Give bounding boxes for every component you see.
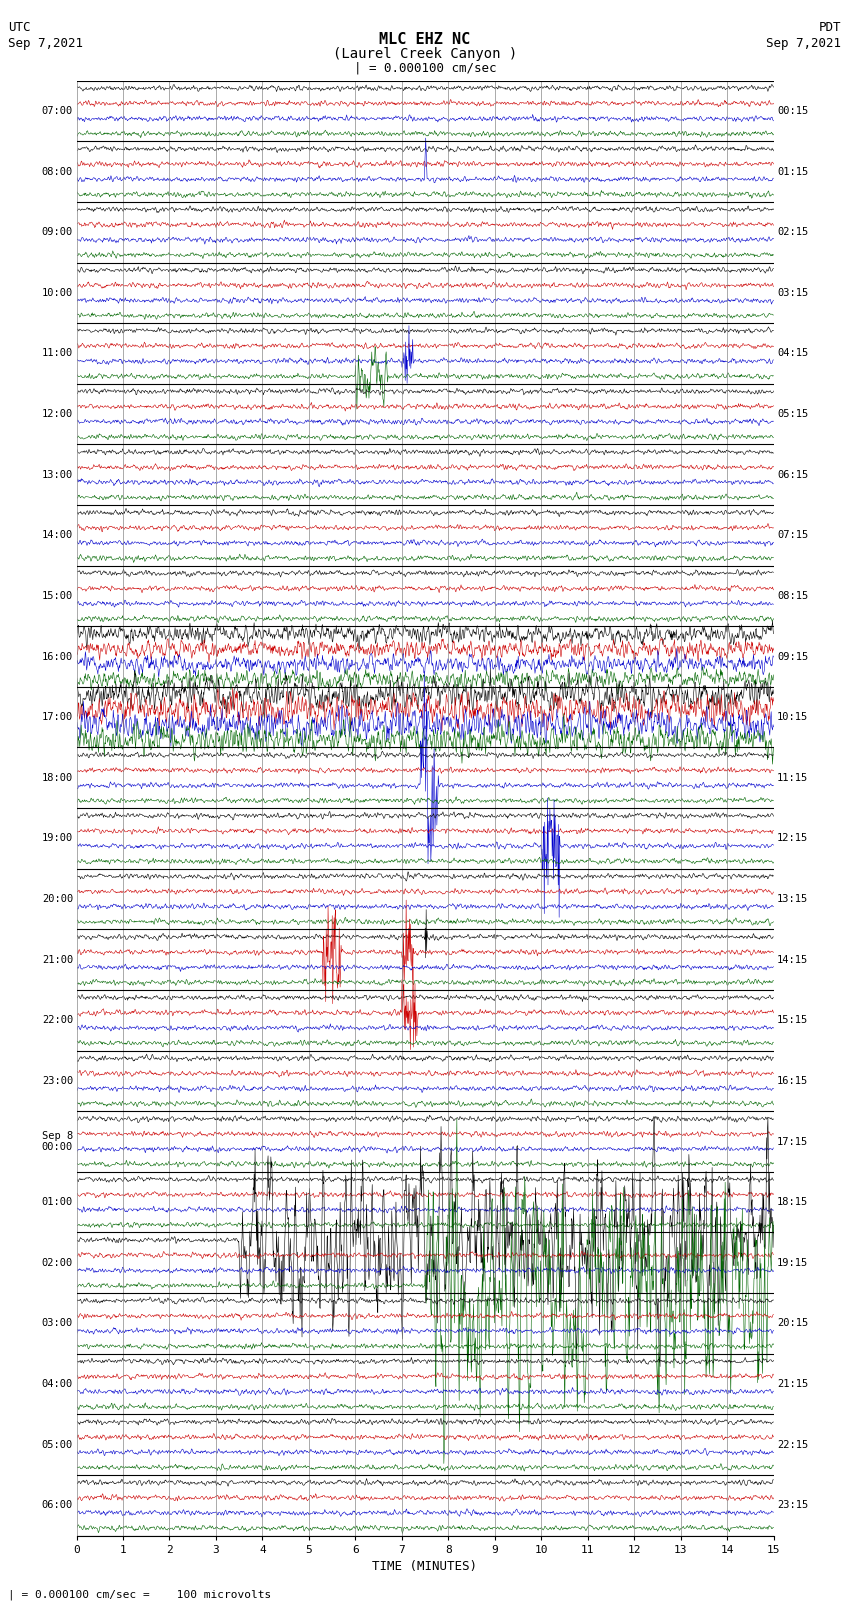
Text: 10:15: 10:15 xyxy=(777,713,808,723)
Text: 07:15: 07:15 xyxy=(777,531,808,540)
Text: 11:15: 11:15 xyxy=(777,773,808,782)
Text: 05:00: 05:00 xyxy=(42,1440,73,1450)
Text: | = 0.000100 cm/sec =    100 microvolts: | = 0.000100 cm/sec = 100 microvolts xyxy=(8,1589,272,1600)
X-axis label: TIME (MINUTES): TIME (MINUTES) xyxy=(372,1560,478,1573)
Text: 13:15: 13:15 xyxy=(777,894,808,903)
Text: 18:00: 18:00 xyxy=(42,773,73,782)
Text: 09:00: 09:00 xyxy=(42,227,73,237)
Text: 06:15: 06:15 xyxy=(777,469,808,479)
Text: UTC: UTC xyxy=(8,21,31,34)
Text: 17:00: 17:00 xyxy=(42,713,73,723)
Text: 17:15: 17:15 xyxy=(777,1137,808,1147)
Text: 02:15: 02:15 xyxy=(777,227,808,237)
Text: 21:00: 21:00 xyxy=(42,955,73,965)
Text: 13:00: 13:00 xyxy=(42,469,73,479)
Text: 20:00: 20:00 xyxy=(42,894,73,903)
Text: 04:15: 04:15 xyxy=(777,348,808,358)
Text: 22:15: 22:15 xyxy=(777,1440,808,1450)
Text: 16:00: 16:00 xyxy=(42,652,73,661)
Text: 20:15: 20:15 xyxy=(777,1318,808,1329)
Text: PDT: PDT xyxy=(819,21,842,34)
Text: 18:15: 18:15 xyxy=(777,1197,808,1207)
Text: 08:00: 08:00 xyxy=(42,166,73,176)
Text: 01:15: 01:15 xyxy=(777,166,808,176)
Text: 00:15: 00:15 xyxy=(777,106,808,116)
Text: 02:00: 02:00 xyxy=(42,1258,73,1268)
Text: 04:00: 04:00 xyxy=(42,1379,73,1389)
Text: 14:00: 14:00 xyxy=(42,531,73,540)
Text: 15:00: 15:00 xyxy=(42,590,73,602)
Text: 01:00: 01:00 xyxy=(42,1197,73,1207)
Text: 14:15: 14:15 xyxy=(777,955,808,965)
Text: 12:15: 12:15 xyxy=(777,834,808,844)
Text: MLC EHZ NC: MLC EHZ NC xyxy=(379,32,471,47)
Text: Sep 8
00:00: Sep 8 00:00 xyxy=(42,1131,73,1152)
Text: Sep 7,2021: Sep 7,2021 xyxy=(767,37,842,50)
Text: 19:15: 19:15 xyxy=(777,1258,808,1268)
Text: 19:00: 19:00 xyxy=(42,834,73,844)
Text: 03:15: 03:15 xyxy=(777,287,808,298)
Text: 07:00: 07:00 xyxy=(42,106,73,116)
Text: 10:00: 10:00 xyxy=(42,287,73,298)
Text: 05:15: 05:15 xyxy=(777,410,808,419)
Text: 23:15: 23:15 xyxy=(777,1500,808,1510)
Text: 22:00: 22:00 xyxy=(42,1015,73,1026)
Text: 09:15: 09:15 xyxy=(777,652,808,661)
Text: (Laurel Creek Canyon ): (Laurel Creek Canyon ) xyxy=(333,47,517,61)
Text: 23:00: 23:00 xyxy=(42,1076,73,1086)
Text: 03:00: 03:00 xyxy=(42,1318,73,1329)
Text: 08:15: 08:15 xyxy=(777,590,808,602)
Text: 11:00: 11:00 xyxy=(42,348,73,358)
Text: Sep 7,2021: Sep 7,2021 xyxy=(8,37,83,50)
Text: 16:15: 16:15 xyxy=(777,1076,808,1086)
Text: 15:15: 15:15 xyxy=(777,1015,808,1026)
Text: 06:00: 06:00 xyxy=(42,1500,73,1510)
Text: 21:15: 21:15 xyxy=(777,1379,808,1389)
Text: | = 0.000100 cm/sec: | = 0.000100 cm/sec xyxy=(354,61,496,74)
Text: 12:00: 12:00 xyxy=(42,410,73,419)
